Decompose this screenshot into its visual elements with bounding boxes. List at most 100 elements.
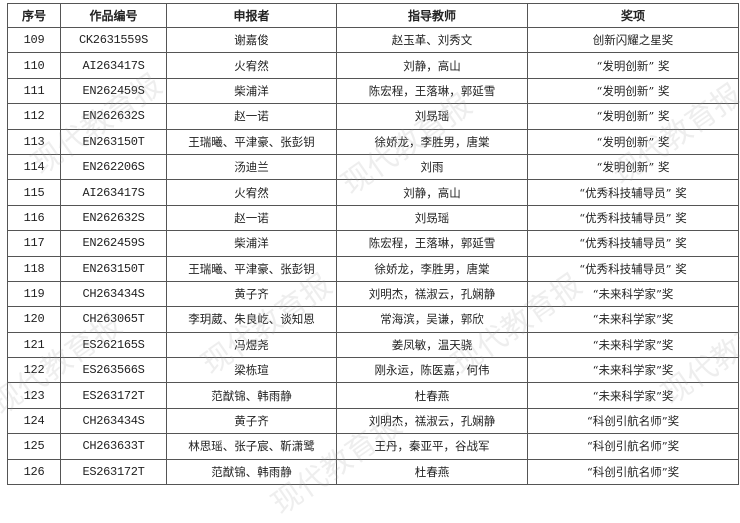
cell-applicant: 黄子齐 [166,280,337,308]
cell-award: “发明创新” 奖 [527,153,739,181]
header-applicant: 申报者 [166,3,337,28]
table-row: 115 AI263417S 火宥然 刘静，高山 “优秀科技辅导员” 奖 [7,179,739,206]
cell-index: 121 [7,331,61,359]
cell-index: 119 [7,280,61,308]
cell-index: 126 [7,458,61,486]
table-row: 124 CH263434S 黄子齐 刘明杰，禚淑云，孔娴静 “科创引航名师”奖 [7,407,739,435]
cell-advisor: 刘昮瑶 [336,103,528,130]
cell-award: “发明创新” 奖 [527,77,739,105]
cell-applicant: 范猷锦、韩雨静 [166,382,337,409]
cell-index: 124 [7,407,61,435]
cell-applicant: 黄子齐 [166,407,337,435]
table-row: 121 ES262165S 冯煜尧 姜凤敏，温天骁 “未来科学家”奖 [7,331,739,359]
cell-award: “未来科学家”奖 [527,331,739,359]
cell-advisor: 赵玉革、刘秀文 [336,26,528,54]
cell-advisor: 陈宏程，王落琳，郭延雪 [336,230,528,257]
cell-award: “优秀科技辅导员” 奖 [527,179,739,206]
header-code: 作品编号 [60,3,167,28]
table-row: 123 ES263172T 范猷锦、韩雨静 杜春燕 “未来科学家”奖 [7,382,739,409]
cell-applicant: 冯煜尧 [166,331,337,359]
cell-applicant: 柴浦洋 [166,77,337,105]
cell-award: 创新闪耀之星奖 [527,26,739,54]
cell-applicant: 李玥葳、朱良屹、谈知恩 [166,306,337,333]
cell-advisor: 刘昮瑶 [336,204,528,232]
cell-applicant: 谢嘉俊 [166,26,337,54]
cell-code: EN262459S [60,77,167,105]
cell-award: “未来科学家”奖 [527,280,739,308]
cell-advisor: 常海滨，吴谦，郭欣 [336,306,528,333]
cell-award: “科创引航名师”奖 [527,458,739,486]
cell-advisor: 徐娇龙，李胜男，唐棠 [336,255,528,282]
cell-index: 109 [7,26,61,54]
cell-index: 112 [7,103,61,130]
cell-code: ES262165S [60,331,167,359]
cell-advisor: 杜春燕 [336,458,528,486]
cell-applicant: 汤迪兰 [166,153,337,181]
cell-award: “发明创新” 奖 [527,52,739,79]
header-advisor: 指导教师 [336,3,528,28]
cell-code: CH263434S [60,407,167,435]
cell-code: EN263150T [60,128,167,155]
header-award: 奖项 [527,3,739,28]
cell-applicant: 林思瑶、张子宸、靳潇鹭 [166,433,337,460]
cell-advisor: 陈宏程，王落琳，郭延雪 [336,77,528,105]
cell-index: 118 [7,255,61,282]
cell-award: “优秀科技辅导员” 奖 [527,204,739,232]
cell-index: 113 [7,128,61,155]
table-row: 114 EN262206S 汤迪兰 刘雨 “发明创新” 奖 [7,153,739,181]
table-row: 118 EN263150T 王瑞曦、平津豪、张彭钥 徐娇龙，李胜男，唐棠 “优秀科技辅导… [7,255,739,282]
cell-applicant: 火宥然 [166,52,337,79]
cell-applicant: 柴浦洋 [166,230,337,257]
cell-advisor: 刘静，高山 [336,179,528,206]
table-row: 117 EN262459S 柴浦洋 陈宏程，王落琳，郭延雪 “优秀科技辅导员” 奖 [7,230,739,257]
cell-applicant: 梁栋瑄 [166,357,337,384]
cell-code: CK2631559S [60,26,167,54]
cell-advisor: 刘明杰，禚淑云，孔娴静 [336,280,528,308]
cell-code: CH263633T [60,433,167,460]
cell-code: ES263566S [60,357,167,384]
cell-applicant: 赵一诺 [166,103,337,130]
cell-applicant: 王瑞曦、平津豪、张彭钥 [166,128,337,155]
awards-table: 序号 作品编号 申报者 指导教师 奖项 109 CK2631559S 谢嘉俊 赵玉革、… [7,3,739,486]
cell-index: 115 [7,179,61,206]
cell-code: CH263434S [60,280,167,308]
cell-index: 110 [7,52,61,79]
cell-index: 123 [7,382,61,409]
table-row: 122 ES263566S 梁栋瑄 刚永运，陈医嘉，何伟 “未来科学家”奖 [7,357,739,384]
cell-award: “优秀科技辅导员” 奖 [527,230,739,257]
cell-code: CH263065T [60,306,167,333]
cell-code: EN263150T [60,255,167,282]
cell-code: AI263417S [60,179,167,206]
cell-applicant: 范猷锦、韩雨静 [166,458,337,486]
cell-index: 125 [7,433,61,460]
cell-index: 114 [7,153,61,181]
header-row: 序号 作品编号 申报者 指导教师 奖项 [7,3,739,28]
table-row: 113 EN263150T 王瑞曦、平津豪、张彭钥 徐娇龙，李胜男，唐棠 “发明创新” … [7,128,739,155]
cell-applicant: 王瑞曦、平津豪、张彭钥 [166,255,337,282]
cell-award: “未来科学家”奖 [527,357,739,384]
cell-code: ES263172T [60,458,167,486]
cell-award: “科创引航名师”奖 [527,433,739,460]
cell-code: EN262632S [60,204,167,232]
table-row: 112 EN262632S 赵一诺 刘昮瑶 “发明创新” 奖 [7,103,739,130]
table-row: 125 CH263633T 林思瑶、张子宸、靳潇鹭 王丹，秦亚平，谷战军 “科创引航名师… [7,433,739,460]
cell-code: AI263417S [60,52,167,79]
cell-award: “优秀科技辅导员” 奖 [527,255,739,282]
cell-index: 111 [7,77,61,105]
table-row: 126 ES263172T 范猷锦、韩雨静 杜春燕 “科创引航名师”奖 [7,458,739,486]
header-index: 序号 [7,3,61,28]
cell-advisor: 徐娇龙，李胜男，唐棠 [336,128,528,155]
cell-applicant: 赵一诺 [166,204,337,232]
cell-award: “科创引航名师”奖 [527,407,739,435]
cell-advisor: 刚永运，陈医嘉，何伟 [336,357,528,384]
table-row: 119 CH263434S 黄子齐 刘明杰，禚淑云，孔娴静 “未来科学家”奖 [7,280,739,308]
cell-award: “未来科学家”奖 [527,306,739,333]
table-row: 120 CH263065T 李玥葳、朱良屹、谈知恩 常海滨，吴谦，郭欣 “未来科学家”奖 [7,306,739,333]
table-row: 116 EN262632S 赵一诺 刘昮瑶 “优秀科技辅导员” 奖 [7,204,739,232]
cell-code: EN262459S [60,230,167,257]
cell-applicant: 火宥然 [166,179,337,206]
cell-award: “发明创新” 奖 [527,103,739,130]
cell-code: ES263172T [60,382,167,409]
cell-advisor: 杜春燕 [336,382,528,409]
cell-advisor: 王丹，秦亚平，谷战军 [336,433,528,460]
